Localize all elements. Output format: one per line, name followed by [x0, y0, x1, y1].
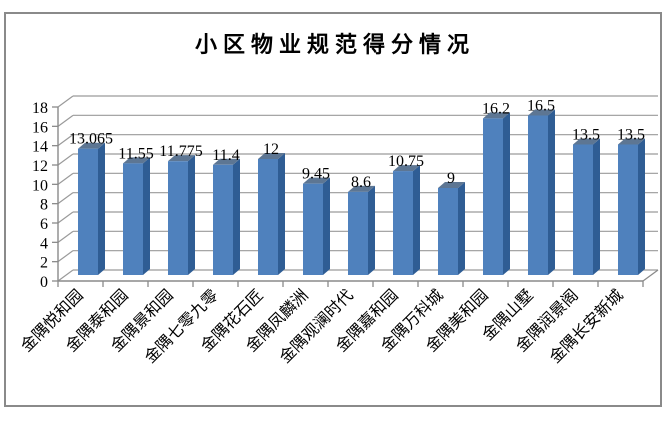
y-axis-label: 2: [40, 255, 48, 272]
gridline-connector: [57, 250, 74, 263]
y-axis-label: 4: [40, 235, 48, 252]
bar: [258, 153, 285, 275]
bar-value-label: 11.55: [118, 145, 153, 162]
bar-value-label: 11.4: [212, 147, 239, 164]
bar-front-face: [618, 144, 638, 275]
bar: [78, 142, 105, 275]
gridline-connector: [57, 211, 74, 224]
y-axis-label: 14: [32, 139, 48, 156]
bar-side-face: [413, 165, 420, 275]
y-axis-label: 18: [32, 100, 48, 117]
y-axis-label: 0: [40, 274, 48, 291]
bar-front-face: [393, 171, 413, 275]
y-axis-label: 6: [40, 216, 48, 233]
gridline-connector: [57, 192, 74, 205]
bar-side-face: [233, 158, 240, 275]
bar: [213, 158, 240, 275]
gridline-connector: [57, 114, 74, 127]
bar-front-face: [483, 118, 503, 276]
bar: [573, 138, 600, 275]
bar-side-face: [323, 177, 330, 275]
bar-front-face: [258, 159, 278, 275]
bar-top-face: [438, 182, 465, 188]
bar-side-face: [458, 182, 465, 275]
y-axis-label: 8: [40, 197, 48, 214]
bar-value-label: 12: [263, 141, 279, 158]
bar-value-label: 13.5: [572, 127, 600, 144]
gridline-connector: [57, 269, 74, 282]
bar-top-face: [573, 138, 600, 145]
bar-side-face: [548, 109, 555, 275]
bar-side-face: [368, 185, 375, 275]
bar-side-face: [188, 155, 195, 275]
bar: [348, 185, 375, 275]
bar-top-face: [348, 185, 375, 192]
bar: [168, 155, 195, 275]
chart-title: 小区物业规范得分情况: [194, 32, 475, 57]
bar-front-face: [168, 161, 188, 275]
bar-value-label: 9.45: [302, 166, 330, 183]
bar-value-label: 8.6: [351, 174, 371, 191]
bar-top-face: [303, 177, 330, 184]
bar: [123, 157, 150, 275]
bar-front-face: [573, 144, 593, 275]
y-axis-label: 12: [32, 158, 48, 175]
bar-top-face: [123, 157, 150, 164]
bar-front-face: [78, 148, 98, 275]
bar-top-face: [483, 112, 510, 119]
bar-value-label: 16.5: [527, 98, 555, 115]
bar: [528, 109, 555, 275]
bar-top-face: [528, 109, 555, 116]
bar: [303, 177, 330, 275]
bar-front-face: [303, 183, 323, 275]
bar-side-face: [143, 157, 150, 275]
y-axis-label: 16: [32, 119, 48, 136]
bar-front-face: [438, 188, 458, 275]
bar-top-face: [393, 165, 420, 172]
bar-value-label: 11.775: [159, 143, 202, 160]
gridline-connector: [57, 172, 74, 185]
gridline-connector: [57, 134, 74, 147]
bar-value-label: 13.065: [69, 131, 113, 148]
bar-value-label: 10.75: [388, 153, 424, 170]
bar-top-face: [258, 153, 285, 159]
bar: [438, 182, 465, 275]
y-axis-label: 10: [32, 177, 48, 194]
gridline-connector: [57, 153, 74, 166]
bar-front-face: [528, 115, 548, 275]
bar: [483, 112, 510, 276]
bar-front-face: [123, 163, 143, 275]
bar: [393, 165, 420, 275]
gridline-connector: [57, 230, 74, 243]
bar-side-face: [278, 153, 285, 275]
bar-top-face: [213, 158, 240, 165]
bar-front-face: [213, 164, 233, 275]
bar-top-face: [78, 142, 105, 149]
bar-value-label: 9: [447, 170, 455, 187]
floor-right-edge: [642, 269, 659, 282]
bar-side-face: [593, 138, 600, 275]
gridline-connector: [57, 95, 74, 108]
bar-side-face: [638, 138, 645, 275]
bar-top-face: [168, 155, 195, 162]
bar-top-face: [618, 138, 645, 145]
bar-side-face: [98, 142, 105, 275]
bar: [618, 138, 645, 275]
bar-side-face: [503, 112, 510, 276]
bar-value-label: 13.5: [617, 127, 645, 144]
bar-value-label: 16.2: [482, 100, 510, 117]
bar-front-face: [348, 191, 368, 275]
